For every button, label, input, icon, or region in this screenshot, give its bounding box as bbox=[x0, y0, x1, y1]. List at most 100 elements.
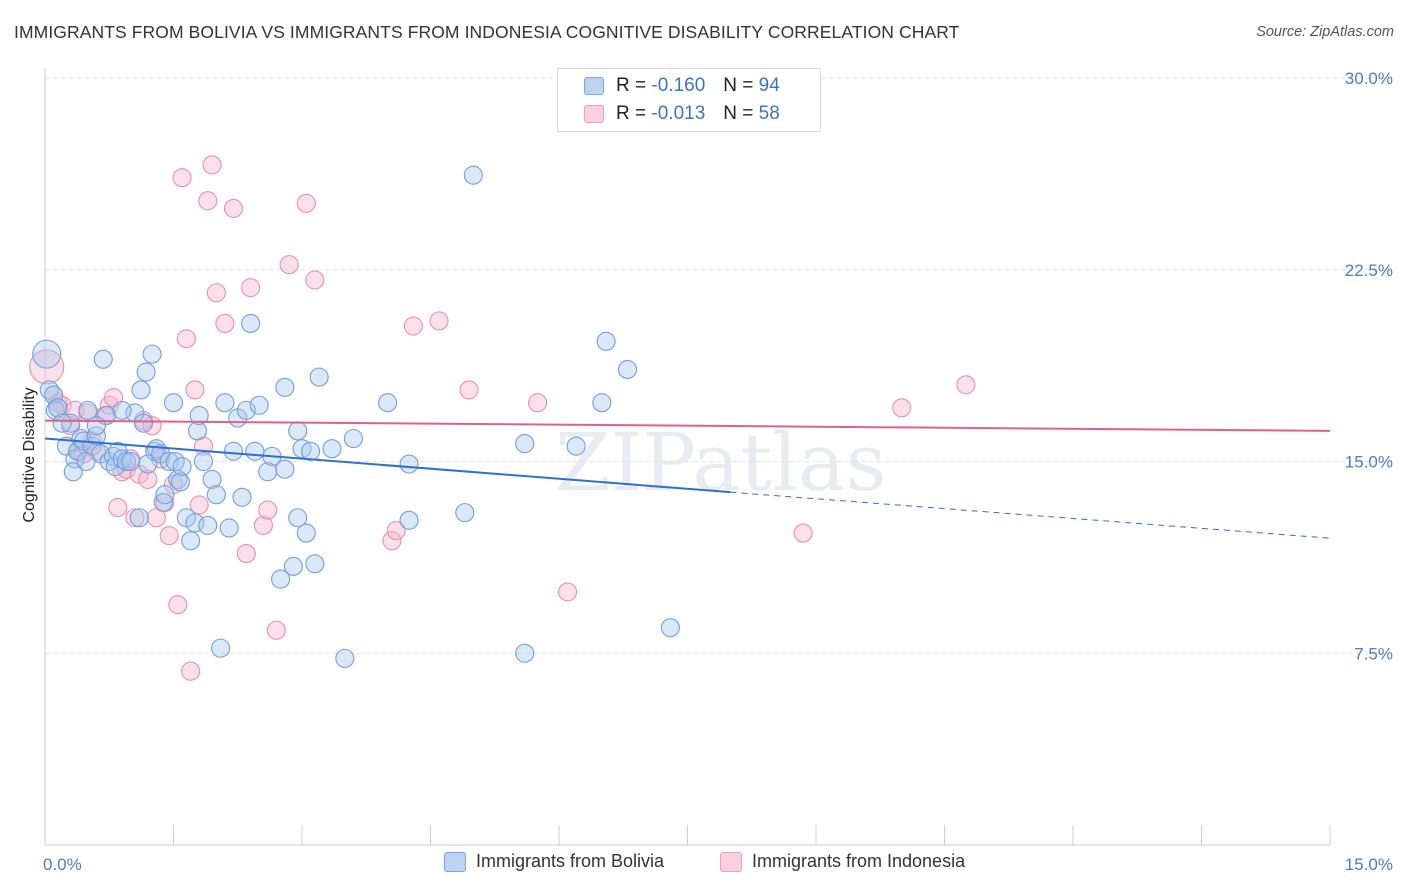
data-point-indonesia bbox=[138, 469, 158, 489]
data-point-bolivia bbox=[153, 492, 173, 512]
data-point-indonesia bbox=[258, 500, 278, 520]
legend-label: Immigrants from Indonesia bbox=[752, 851, 966, 871]
data-point-indonesia bbox=[223, 198, 244, 218]
data-point-bolivia bbox=[129, 508, 149, 528]
data-point-indonesia bbox=[29, 349, 65, 385]
data-point-indonesia bbox=[125, 508, 145, 528]
legend-item-indonesia[interactable]: Immigrants from Indonesia bbox=[720, 851, 965, 872]
watermark: ZIPatlas bbox=[555, 416, 887, 509]
data-point-bolivia bbox=[202, 469, 222, 489]
data-point-indonesia bbox=[198, 191, 218, 211]
y-tick-label: 7.5% bbox=[1354, 644, 1393, 663]
data-point-bolivia bbox=[52, 413, 72, 433]
data-point-bolivia bbox=[86, 416, 106, 436]
legend-r-label: R = bbox=[616, 75, 647, 96]
legend-item-bolivia[interactable]: Immigrants from Bolivia bbox=[444, 851, 664, 872]
y-axis-label: Cognitive Disability bbox=[21, 387, 38, 522]
x-tick-labels: 0.0% 15.0% bbox=[43, 855, 1393, 874]
legend-r-value: -0.013 bbox=[651, 103, 706, 124]
data-point-bolivia bbox=[206, 485, 226, 505]
data-point-bolivia bbox=[121, 451, 141, 472]
y-tick-labels: 7.5% 15.0% 22.5% 30.0% bbox=[1345, 69, 1393, 663]
data-point-bolivia bbox=[215, 393, 235, 413]
data-point-indonesia bbox=[215, 313, 235, 333]
data-point-bolivia bbox=[168, 469, 188, 489]
data-point-bolivia bbox=[275, 377, 295, 397]
data-point-indonesia bbox=[429, 311, 449, 331]
data-point-indonesia bbox=[386, 520, 406, 541]
data-point-indonesia bbox=[202, 155, 222, 175]
data-point-bolivia bbox=[198, 515, 218, 535]
data-point-bolivia bbox=[93, 349, 113, 369]
legend-swatch-blue bbox=[444, 851, 466, 872]
y-tick-label: 22.5% bbox=[1345, 261, 1393, 280]
data-point-bolivia bbox=[515, 643, 535, 663]
legend-n-value: 94 bbox=[758, 75, 780, 96]
data-point-bolivia bbox=[463, 165, 483, 185]
legend-swatch-blue bbox=[584, 77, 604, 95]
legend-row-bolivia: R = -0.160 N = 94 bbox=[584, 73, 780, 99]
source-label: Source: ZipAtlas.com bbox=[1256, 24, 1394, 40]
x-tick-label: 15.0% bbox=[1345, 855, 1393, 874]
data-point-bolivia bbox=[219, 518, 239, 538]
data-point-bolivia bbox=[116, 451, 136, 472]
data-point-bolivia bbox=[163, 393, 184, 413]
x-tick-label: 0.0% bbox=[43, 855, 82, 874]
data-point-bolivia bbox=[335, 648, 355, 668]
data-point-indonesia bbox=[168, 595, 188, 615]
data-point-indonesia bbox=[382, 531, 402, 551]
data-point-indonesia bbox=[956, 375, 976, 395]
data-point-bolivia bbox=[305, 554, 325, 574]
data-point-bolivia bbox=[455, 503, 475, 523]
data-point-bolivia bbox=[275, 459, 295, 479]
y-tick-label: 15.0% bbox=[1345, 453, 1393, 472]
data-point-bolivia bbox=[566, 436, 586, 456]
data-point-indonesia bbox=[181, 661, 201, 681]
data-point-indonesia bbox=[176, 329, 196, 349]
legend-stats: R = -0.160 N = 94 R = -0.013 N = 58 bbox=[557, 68, 821, 132]
data-point-indonesia bbox=[253, 515, 274, 535]
data-point-bolivia bbox=[105, 457, 125, 477]
data-point-indonesia bbox=[108, 497, 128, 518]
chart-title: IMMIGRANTS FROM BOLIVIA VS IMMIGRANTS FR… bbox=[14, 22, 960, 42]
data-point-bolivia bbox=[296, 523, 316, 543]
legend-n-label: N = bbox=[723, 75, 754, 96]
data-point-bolivia bbox=[155, 485, 175, 505]
data-point-bolivia bbox=[245, 441, 265, 461]
data-point-bolivia bbox=[86, 426, 106, 446]
data-point-bolivia bbox=[142, 344, 162, 364]
data-point-indonesia bbox=[279, 255, 299, 275]
legend-n-label: N = bbox=[723, 103, 754, 124]
data-point-bolivia bbox=[399, 510, 419, 530]
data-point-bolivia bbox=[617, 359, 638, 380]
data-point-indonesia bbox=[185, 380, 205, 400]
data-point-bolivia bbox=[189, 405, 209, 426]
data-point-bolivia bbox=[223, 441, 244, 461]
trend-lines bbox=[44, 419, 1331, 539]
legend-swatch-pink bbox=[584, 105, 604, 123]
data-point-bolivia bbox=[596, 331, 616, 351]
data-point-bolivia bbox=[249, 395, 269, 415]
trend-line-indonesia bbox=[44, 419, 1331, 432]
data-point-bolivia bbox=[170, 472, 190, 492]
data-point-bolivia bbox=[71, 428, 91, 449]
data-point-indonesia bbox=[403, 316, 423, 336]
data-point-bolivia bbox=[133, 413, 154, 433]
data-point-bolivia bbox=[660, 618, 680, 638]
data-point-bolivia bbox=[288, 508, 308, 528]
grid-lines bbox=[45, 77, 1392, 654]
data-point-bolivia bbox=[78, 400, 98, 420]
legend-swatch-pink bbox=[720, 851, 742, 872]
data-point-bolivia bbox=[309, 367, 329, 387]
data-point-indonesia bbox=[793, 523, 813, 543]
y-tick-label: 30.0% bbox=[1345, 69, 1393, 88]
data-point-indonesia bbox=[189, 495, 209, 515]
data-point-indonesia bbox=[892, 398, 912, 418]
data-point-bolivia bbox=[136, 362, 156, 382]
data-point-indonesia bbox=[266, 620, 286, 640]
legend-row-indonesia: R = -0.013 N = 58 bbox=[584, 101, 780, 127]
axes bbox=[44, 68, 1331, 846]
legend-label: Immigrants from Bolivia bbox=[476, 851, 665, 871]
legend-n-value: 58 bbox=[758, 103, 780, 124]
data-point-indonesia bbox=[558, 582, 578, 602]
